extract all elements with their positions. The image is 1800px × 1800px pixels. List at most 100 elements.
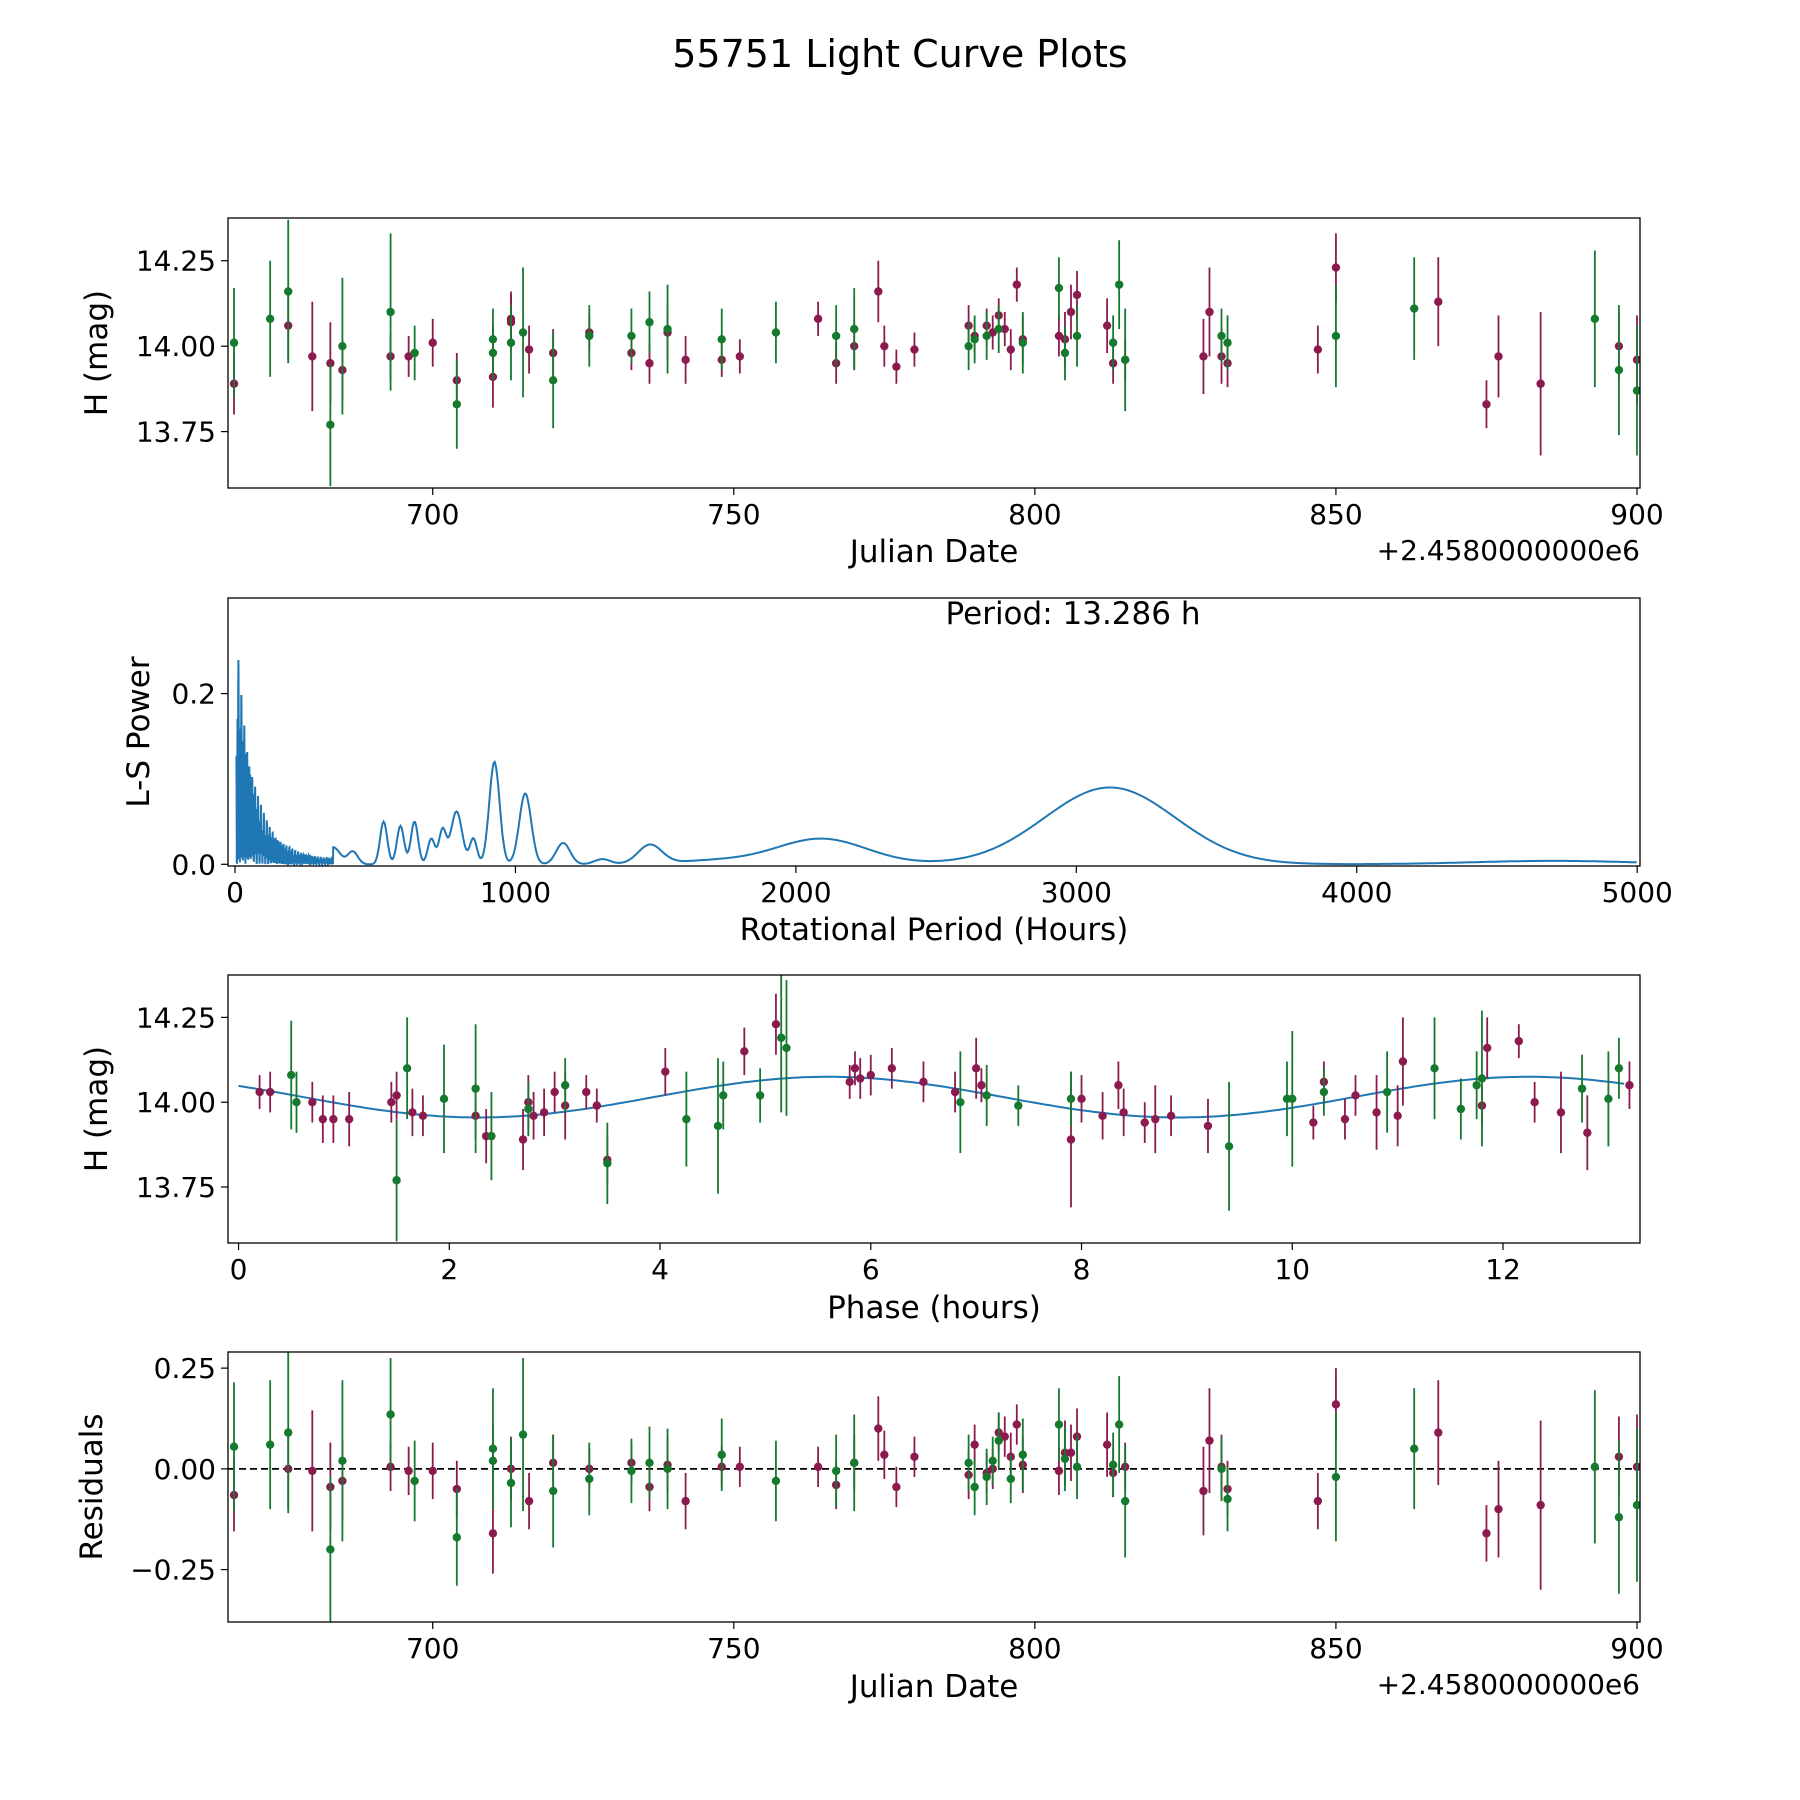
- residuals-point-green: [1060, 1454, 1070, 1463]
- phased-point-magenta: [1530, 1098, 1539, 1107]
- residuals-ytick-label: 0.00: [154, 1453, 216, 1486]
- residuals-ytick-label: 0.25: [154, 1352, 216, 1385]
- phased-point-green: [713, 1121, 723, 1131]
- lightcurve-point-magenta: [1012, 280, 1021, 289]
- residuals-point-green: [386, 1410, 395, 1419]
- phased-point-magenta: [887, 1064, 897, 1073]
- phased-point-magenta: [1309, 1118, 1318, 1127]
- residuals-point-magenta: [1205, 1436, 1214, 1445]
- phased-point-magenta: [1166, 1111, 1176, 1120]
- residuals-point-green: [1120, 1496, 1130, 1506]
- phased-point-magenta: [1140, 1118, 1149, 1127]
- phased-point-green: [782, 1043, 791, 1053]
- phased-xlabel: Phase (hours): [827, 1290, 1041, 1326]
- periodogram-xtick-label: 4000: [1321, 876, 1392, 909]
- phased-point-magenta: [329, 1114, 338, 1124]
- phased-panel: 0 2 4 6 8 10 12 13.75 14.00 14.25 Phase (hours) H…: [79, 974, 1641, 1326]
- phased-point-magenta: [582, 1087, 591, 1097]
- lightcurve-ticks: 700 750 800 850 900 13.75 14.00 14.25: [136, 245, 1664, 531]
- lightcurve-point-magenta: [910, 345, 919, 354]
- residuals-xtick-label: 750: [707, 1632, 760, 1665]
- residuals-point-green: [627, 1466, 636, 1476]
- residuals-marks: [228, 1352, 1640, 1622]
- residuals-point-green: [410, 1476, 419, 1486]
- phased-point-green: [755, 1091, 765, 1100]
- residuals-point-green: [1331, 1472, 1341, 1482]
- residuals-ylabel: Residuals: [74, 1413, 110, 1560]
- lightcurve-point-green: [850, 324, 859, 334]
- phased-point-magenta: [950, 1087, 960, 1097]
- lightcurve-xtick-label: 900: [1610, 498, 1663, 531]
- phased-point-green: [1430, 1064, 1439, 1073]
- phased-point-magenta: [265, 1087, 275, 1097]
- residuals-point-magenta: [1102, 1440, 1112, 1449]
- residuals-point-green: [850, 1458, 859, 1468]
- phased-point-green: [956, 1098, 965, 1107]
- lightcurve-point-magenta: [1494, 352, 1503, 361]
- phased-point-magenta: [977, 1081, 986, 1090]
- residuals-point-green: [994, 1436, 1003, 1445]
- periodogram-ytick-label: 0.0: [171, 848, 216, 881]
- residuals-point-magenta: [404, 1466, 413, 1476]
- lightcurve-point-magenta: [681, 355, 690, 365]
- residuals-point-green: [982, 1472, 991, 1482]
- phased-point-magenta: [850, 1064, 860, 1073]
- lightcurve-point-green: [717, 335, 726, 344]
- lightcurve-frame: [227, 217, 1641, 489]
- lightcurve-point-green: [831, 331, 841, 341]
- phased-point-magenta: [529, 1111, 538, 1120]
- lightcurve-ytick-label: 14.25: [136, 245, 216, 278]
- lightcurve-point-green: [338, 341, 347, 351]
- phased-point-magenta: [255, 1087, 264, 1097]
- lightcurve-point-green: [506, 338, 516, 347]
- phased-point-magenta: [1483, 1043, 1492, 1053]
- periodogram-ytick-label: 0.2: [171, 678, 216, 711]
- phased-frame: [227, 974, 1641, 1244]
- residuals-point-green: [1410, 1444, 1419, 1453]
- lightcurve-point-magenta: [880, 341, 889, 351]
- residuals-point-green: [284, 1428, 293, 1437]
- phased-ticks: 0 2 4 6 8 10 12 13.75 14.00 14.25: [136, 1001, 1521, 1286]
- residuals-point-green: [488, 1456, 498, 1466]
- phased-point-magenta: [1114, 1081, 1123, 1090]
- lightcurve-point-green: [548, 376, 558, 385]
- phased-point-green: [1224, 1142, 1234, 1151]
- lightcurve-point-green: [663, 324, 672, 334]
- phased-point-magenta: [1340, 1114, 1350, 1124]
- lightcurve-point-magenta: [1199, 352, 1208, 361]
- lightcurve-point-green: [982, 331, 991, 341]
- lightcurve-point-magenta: [1331, 263, 1341, 272]
- lightcurve-point-green: [265, 314, 275, 324]
- phased-point-green: [1382, 1087, 1392, 1097]
- phase-model-curve: [238, 1075, 1625, 1119]
- residuals-xtick-label: 800: [1008, 1632, 1061, 1665]
- residuals-point-magenta: [1199, 1486, 1208, 1496]
- lightcurve-marks: [229, 219, 1640, 487]
- lightcurve-point-green: [410, 348, 419, 358]
- phased-point-green: [1319, 1087, 1329, 1097]
- phased-point-magenta: [771, 1019, 781, 1029]
- lightcurve-point-green: [1410, 304, 1419, 313]
- phased-point-magenta: [392, 1091, 401, 1100]
- phased-point-green: [560, 1081, 570, 1090]
- phased-point-magenta: [919, 1077, 928, 1087]
- phased-point-green: [1014, 1101, 1023, 1110]
- residuals-xtick-label: 700: [406, 1632, 459, 1665]
- residuals-point-green: [771, 1476, 781, 1486]
- phased-point-green: [292, 1098, 301, 1107]
- lightcurve-point-green: [1590, 314, 1600, 324]
- lightcurve-ylabel: H (mag): [79, 290, 115, 416]
- phased-ylabel: H (mag): [79, 1046, 115, 1172]
- lightcurve-point-green: [1054, 283, 1064, 293]
- phased-point-green: [982, 1091, 991, 1100]
- lightcurve-point-green: [1217, 331, 1226, 341]
- lightcurve-xlabel: Julian Date: [848, 534, 1019, 570]
- lightcurve-point-magenta: [874, 287, 883, 296]
- phased-xtick-label: 8: [1073, 1253, 1091, 1286]
- residuals-frame: [227, 1351, 1641, 1623]
- periodogram-xtick-label: 2000: [760, 876, 831, 909]
- phased-point-magenta: [344, 1114, 354, 1124]
- periodogram-xtick-label: 1000: [480, 876, 551, 909]
- residuals-point-magenta: [1536, 1500, 1545, 1510]
- residuals-point-magenta: [1012, 1420, 1021, 1429]
